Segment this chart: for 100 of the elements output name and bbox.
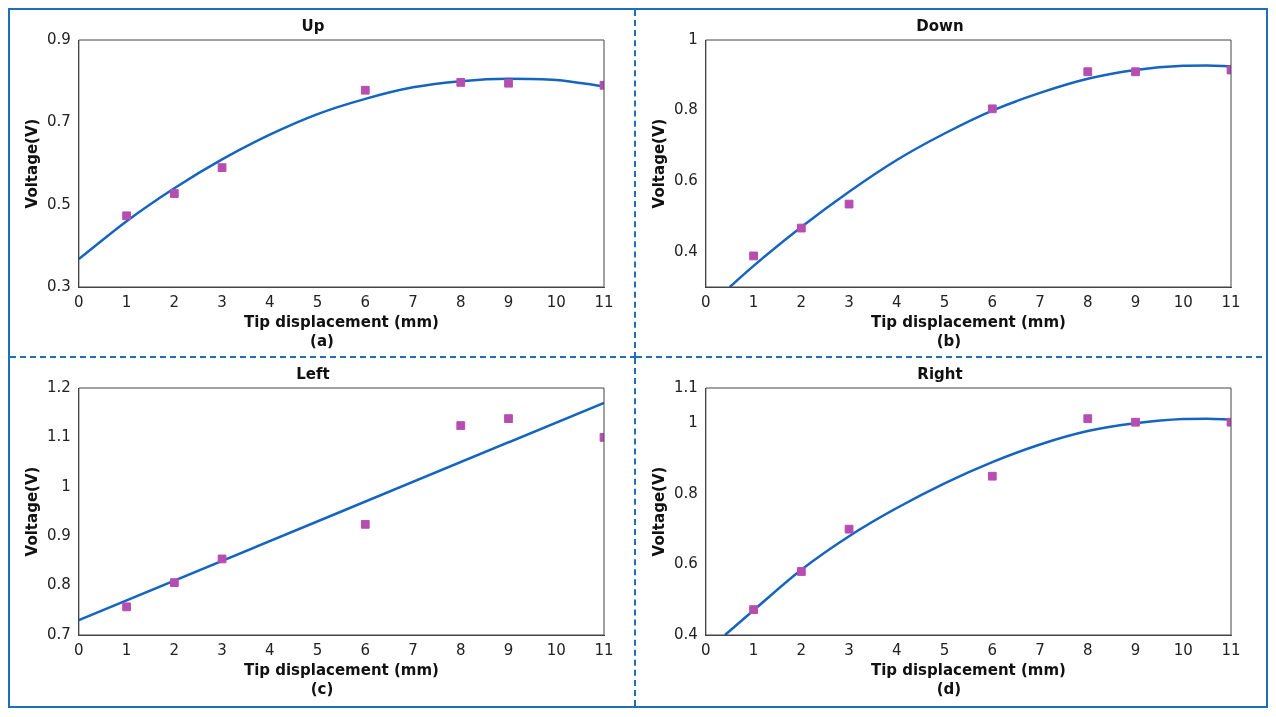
x-tick-label: 9: [1130, 292, 1141, 311]
x-tick-label: 1: [748, 640, 759, 659]
x-tick-label: 2: [169, 640, 180, 659]
x-tick-label: 10: [1173, 640, 1193, 659]
point: [844, 199, 854, 209]
x-tick-label: 1: [748, 292, 759, 311]
point: [169, 578, 179, 588]
y-tick-label: 0.7: [47, 624, 71, 643]
chart-title: Left: [296, 364, 330, 383]
x-tick-label: 10: [546, 640, 566, 659]
y-axis-title: Voltage(V): [649, 118, 668, 209]
x-tick-label: 7: [1035, 640, 1045, 659]
x-tick-label: 3: [844, 640, 854, 659]
point: [217, 163, 227, 173]
point: [360, 85, 370, 95]
x-axis-title: Tip displacement (mm): [870, 660, 1066, 679]
y-tick-label: 0.7: [47, 112, 71, 131]
y-tick-label: 0.8: [674, 100, 698, 119]
point: [749, 605, 758, 614]
x-tick-label: 11: [594, 640, 614, 659]
point: [796, 223, 806, 233]
x-tick-label: 5: [939, 640, 950, 659]
x-tick-label: 9: [503, 292, 514, 311]
x-axis-title: Tip displacement (mm): [870, 312, 1066, 331]
x-tick-label: 5: [312, 640, 323, 659]
point: [456, 78, 466, 87]
y-tick-label: 0.9: [47, 526, 71, 545]
x-tick-label: 1: [121, 640, 132, 659]
x-tick-label: 4: [265, 640, 275, 659]
x-tick-label: 1: [121, 292, 132, 311]
text: (a): [310, 332, 334, 350]
x-tick-label: 9: [503, 640, 514, 659]
point: [987, 471, 997, 481]
x-tick-label: 8: [1083, 292, 1093, 311]
x-tick-label: 7: [408, 640, 418, 659]
y-tick-label: 1: [688, 413, 698, 432]
x-axis-title: Tip displacement (mm): [243, 312, 439, 331]
x-tick-label: 2: [169, 292, 180, 311]
y-tick-label: 0.9: [47, 29, 71, 48]
y-axis-title: Voltage(V): [22, 466, 41, 557]
y-tick-label: 0.8: [674, 483, 698, 502]
y-tick-label: 0.4: [674, 241, 698, 260]
x-tick-label: 7: [408, 292, 418, 311]
x-tick-label: 5: [312, 292, 323, 311]
x-tick-label: 10: [546, 292, 566, 311]
x-tick-label: 9: [1130, 640, 1141, 659]
x-tick-label: 6: [987, 640, 998, 659]
x-tick-label: 6: [360, 640, 371, 659]
x-tick-label: 0: [701, 292, 711, 311]
x-tick-label: 8: [1083, 640, 1093, 659]
point: [122, 211, 131, 221]
point: [169, 189, 179, 198]
y-axis-title: Voltage(V): [22, 118, 41, 209]
x-tick-label: 2: [796, 640, 807, 659]
point: [796, 567, 806, 576]
point: [360, 519, 370, 529]
y-axis-title: Voltage(V): [649, 466, 668, 557]
x-tick-label: 3: [217, 292, 227, 311]
y-tick-label: 0.5: [47, 194, 71, 213]
x-tick-label: 4: [892, 292, 902, 311]
y-tick-label: 0.6: [674, 171, 698, 190]
x-tick-label: 11: [1221, 640, 1241, 659]
y-tick-label: 1: [688, 29, 698, 48]
point: [1083, 67, 1093, 77]
x-tick-label: 5: [939, 292, 950, 311]
x-tick-label: 4: [892, 640, 902, 659]
x-tick-label: 6: [360, 292, 371, 311]
point: [504, 414, 513, 424]
x-axis-title: Tip displacement (mm): [243, 660, 439, 679]
x-tick-label: 0: [74, 292, 84, 311]
y-tick-label: 1.2: [47, 377, 71, 396]
point: [1131, 417, 1140, 427]
point: [1131, 67, 1140, 77]
x-tick-label: 3: [217, 640, 227, 659]
x-tick-label: 11: [594, 292, 614, 311]
text: (b): [936, 332, 962, 350]
text: (d): [936, 680, 962, 698]
chart-title: Right: [917, 364, 963, 383]
y-tick-label: 0.6: [674, 554, 698, 573]
chart-title: Down: [916, 16, 964, 35]
point: [217, 554, 227, 564]
point: [456, 421, 466, 430]
x-tick-label: 8: [456, 640, 466, 659]
x-tick-label: 0: [74, 640, 84, 659]
x-tick-label: 2: [796, 292, 807, 311]
point: [749, 251, 758, 261]
x-tick-label: 3: [844, 292, 854, 311]
x-tick-label: 11: [1221, 292, 1241, 311]
x-tick-label: 10: [1173, 292, 1193, 311]
x-tick-label: 8: [456, 292, 466, 311]
point: [987, 104, 997, 114]
point: [1083, 414, 1093, 424]
x-tick-label: 7: [1035, 292, 1045, 311]
chart-title: Up: [301, 16, 325, 35]
x-tick-label: 4: [265, 292, 275, 311]
y-tick-label: 1.1: [47, 427, 71, 446]
y-tick-label: 0.3: [47, 276, 71, 295]
y-tick-label: 1: [61, 476, 71, 495]
y-tick-label: 1.1: [674, 377, 698, 396]
point: [844, 524, 854, 534]
